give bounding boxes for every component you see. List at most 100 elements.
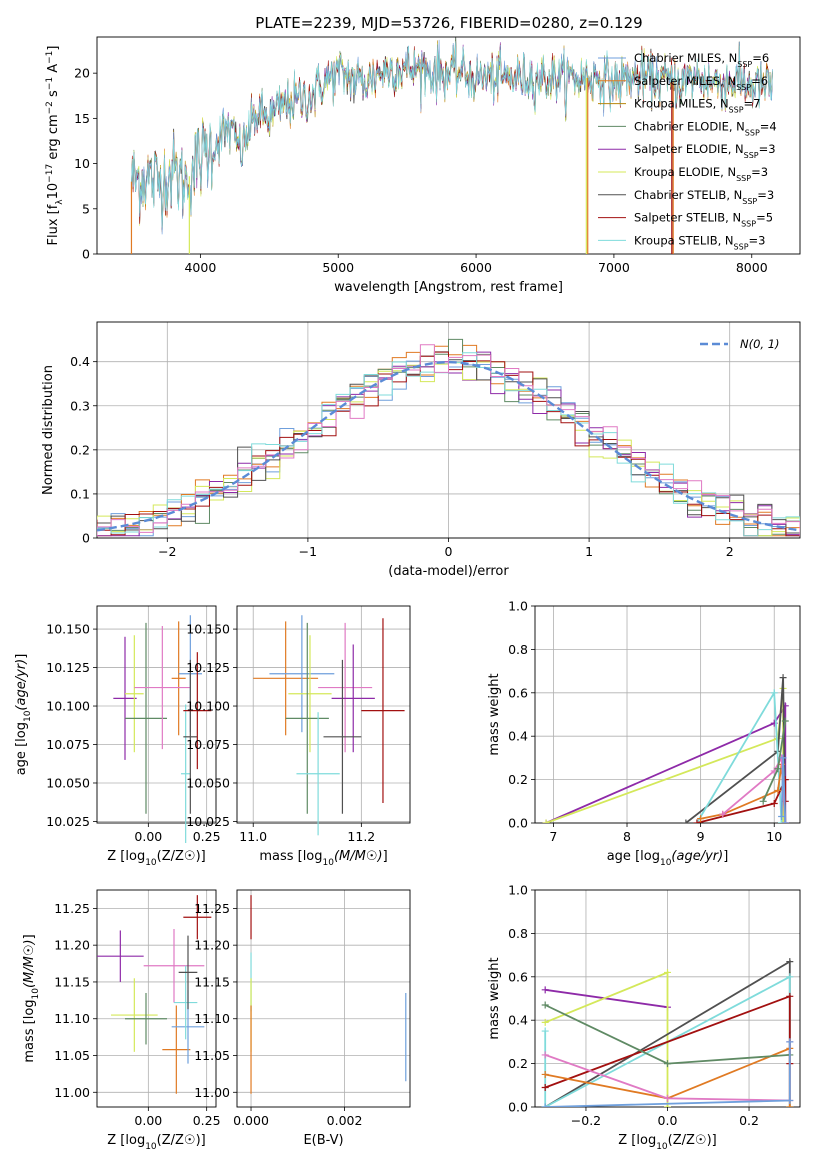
x-axis-label: (data-model)/error xyxy=(388,564,509,579)
y-tick-label: 10 xyxy=(74,156,90,171)
x-tick-label: 1 xyxy=(585,544,593,559)
x-tick-label: 9 xyxy=(697,829,705,844)
weight-marker xyxy=(541,1027,549,1035)
weight-marker xyxy=(770,799,778,807)
x-axis-label: Z [log10(Z/Z☉)] xyxy=(618,1133,716,1152)
x-axis-label: age [log10(age/yr)] xyxy=(607,849,729,868)
x-tick-label: 0.0 xyxy=(658,1113,678,1128)
x-tick-label: 6000 xyxy=(460,260,492,275)
y-tick-label: 0.2 xyxy=(508,772,528,787)
y-tick-label: 0.0 xyxy=(508,816,528,831)
weight-marker xyxy=(779,674,787,682)
x-axis-label: Z [log10(Z/Z☉)] xyxy=(107,1133,205,1152)
y-tick-label: 15 xyxy=(74,111,90,126)
y-axis-label: mass [log10(M/M☉)] xyxy=(22,934,41,1062)
y-axis-label: age [log10(age/yr)] xyxy=(14,654,33,776)
x-tick-label: −0.2 xyxy=(571,1113,601,1128)
x-tick-label: 0.25 xyxy=(193,1113,221,1128)
weight-marker xyxy=(778,819,786,823)
weight-series xyxy=(696,779,787,823)
weight-marker xyxy=(664,968,671,976)
spectrum-panel: 4000 5000 6000 7000 8000 0 5 10 15 20 Chabrier MIL… xyxy=(45,36,801,295)
y-tick-label: 0.1 xyxy=(70,486,90,501)
x-axis-label: mass [log10(M/M☉)] xyxy=(259,849,387,868)
weight-marker xyxy=(779,819,787,823)
weight-marker xyxy=(664,1094,671,1102)
y-tick-label: 11.05 xyxy=(54,1048,90,1063)
weight-marker xyxy=(541,1018,549,1026)
x-tick-label: 0.00 xyxy=(134,1113,162,1128)
y-tick-label: 10.150 xyxy=(186,622,230,637)
y-tick-label: 0.0 xyxy=(508,1100,528,1115)
y-tick-label: 11.05 xyxy=(194,1048,230,1063)
legend-label: Salpeter ELODIE, NSSP=3 xyxy=(634,142,776,160)
weight-marker xyxy=(719,810,727,818)
y-tick-label: 0.8 xyxy=(508,642,528,657)
weight-marker xyxy=(759,797,767,805)
legend-label: Salpeter STELIB, NSSP=5 xyxy=(634,211,773,229)
histogram-series xyxy=(97,344,800,537)
weight-marker xyxy=(779,754,787,762)
histogram-series xyxy=(97,351,800,537)
x-tick-label: 10 xyxy=(766,829,782,844)
y-tick-label: 0.3 xyxy=(70,398,90,413)
y-tick-label: 11.15 xyxy=(54,974,90,989)
weight-marker xyxy=(541,986,549,994)
y-tick-label: 11.20 xyxy=(54,938,90,953)
x-tick-label: 0 xyxy=(445,544,453,559)
y-tick-label: 10.075 xyxy=(46,737,90,752)
x-tick-label: 7000 xyxy=(598,260,630,275)
spectrum-series xyxy=(131,41,773,228)
x-tick-label: 0.2 xyxy=(739,1113,759,1128)
weight-series xyxy=(545,702,787,823)
x-tick-label: 8 xyxy=(623,829,631,844)
legend-label: Chabrier STELIB, NSSP=3 xyxy=(634,188,774,206)
legend-label: Chabrier ELODIE, NSSP=4 xyxy=(634,119,777,137)
y-tick-label: 10.025 xyxy=(46,814,90,829)
x-axis-label: wavelength [Angstrom, rest frame] xyxy=(334,280,563,295)
x-tick-label: 0.000 xyxy=(233,1113,269,1128)
axes-frame xyxy=(96,889,217,1108)
y-tick-label: 0 xyxy=(82,247,90,262)
y-axis-label: Flux [fλ10−17 erg cm−2 s−1 A−1] xyxy=(45,46,65,246)
y-tick-label: 11.10 xyxy=(54,1011,90,1026)
weight-marker xyxy=(664,1060,671,1068)
x-tick-label: 11.0 xyxy=(239,829,267,844)
x-tick-label: 8000 xyxy=(736,260,768,275)
weight-marker xyxy=(770,689,778,697)
axes-frame xyxy=(96,36,801,255)
y-tick-label: 10.050 xyxy=(46,775,90,790)
y-tick-label: 0.2 xyxy=(508,1056,528,1071)
legend-label: N(0, 1) xyxy=(740,337,780,351)
mass_vs_Z-panel: 0.00 0.25 11.00 11.05 11.10 11.15 11.20 11.25 Z … xyxy=(22,889,221,1152)
y-tick-label: 11.25 xyxy=(54,901,90,916)
y-tick-label: 1.0 xyxy=(508,599,528,614)
weight-marker xyxy=(697,815,705,823)
spectrum-lines xyxy=(130,37,773,254)
y-tick-label: 0.4 xyxy=(508,729,528,744)
weight-marker xyxy=(541,1083,549,1091)
x-tick-label: 0.00 xyxy=(134,829,162,844)
x-axis-label: Z [log10(Z/Z☉)] xyxy=(107,849,205,868)
weight-marker xyxy=(778,812,786,820)
spectrum-legend: Chabrier MILES, NSSP=6 Salpeter MILES, NS… xyxy=(598,51,777,251)
x-tick-label: 7 xyxy=(549,829,557,844)
x-tick-label: 11.2 xyxy=(347,829,375,844)
y-tick-label: 5 xyxy=(82,201,90,216)
axes-frame xyxy=(236,605,411,824)
x-tick-label: −2 xyxy=(158,544,176,559)
weight-marker xyxy=(774,765,782,773)
y-tick-label: 10.100 xyxy=(186,699,230,714)
weight_vs_age-panel: 7 8 9 10 0.0 0.2 0.4 0.6 0.8 1.0 mass weight age [l… xyxy=(487,599,801,868)
y-tick-label: 10.050 xyxy=(186,775,230,790)
legend-label: Kroupa ELODIE, NSSP=3 xyxy=(634,165,768,183)
weight-marker xyxy=(786,1038,794,1046)
y-tick-label: 10.125 xyxy=(46,660,90,675)
weight-marker xyxy=(781,819,789,823)
x-axis-label: E(B-V) xyxy=(303,1133,343,1148)
age_vs_mass-panel: 11.0 11.2 10.025 10.050 10.075 10.100 10.125 10… xyxy=(186,605,411,868)
weight-marker xyxy=(786,958,794,966)
axes-frame xyxy=(96,321,801,539)
y-tick-label: 11.25 xyxy=(194,901,230,916)
